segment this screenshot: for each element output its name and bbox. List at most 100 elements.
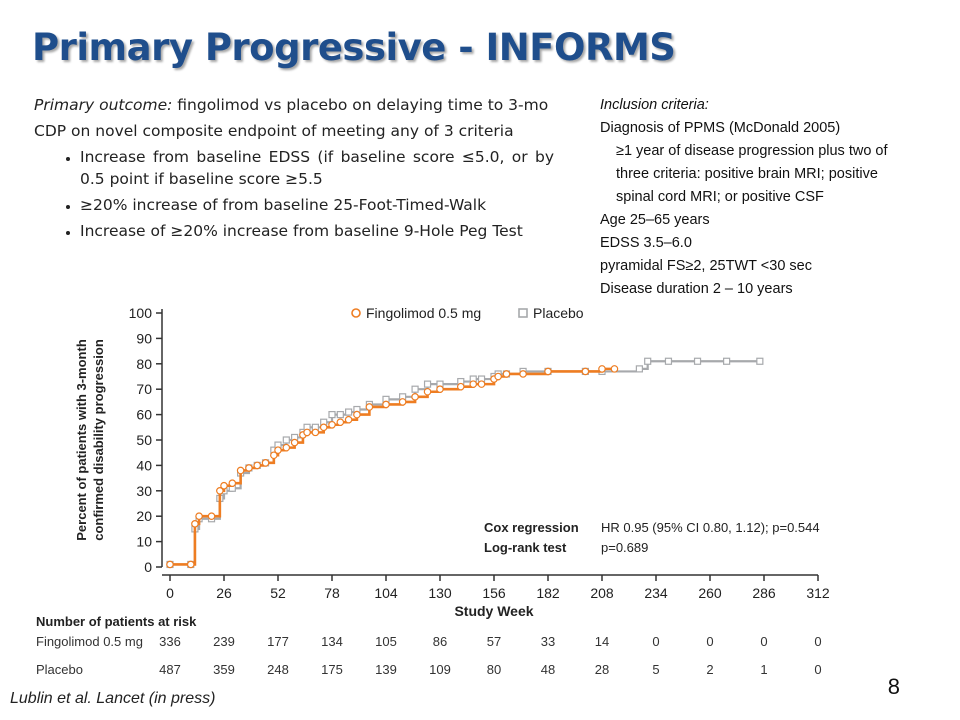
risk-cell: 336 bbox=[159, 634, 181, 649]
y-tick-label: 30 bbox=[136, 483, 152, 499]
risk-cell: 57 bbox=[487, 634, 501, 649]
placebo-censor-marker bbox=[635, 365, 643, 373]
y-axis-title-line: confirmed disability progression bbox=[91, 339, 106, 541]
x-tick-label: 260 bbox=[698, 585, 722, 601]
y-tick-label: 0 bbox=[144, 559, 152, 575]
fingolimod-censor-marker bbox=[228, 479, 237, 487]
inclusion-line: ≥1 year of disease progression plus two … bbox=[616, 143, 888, 159]
primary-outcome-text: Primary outcome: fingolimod vs placebo o… bbox=[34, 92, 554, 246]
fingolimod-censor-marker bbox=[610, 365, 619, 373]
risk-cell: 105 bbox=[375, 634, 397, 649]
fingolimod-censor-marker bbox=[303, 428, 311, 437]
placebo-censor-marker bbox=[756, 357, 764, 365]
x-tick-label: 52 bbox=[270, 585, 286, 601]
annotation-value: HR 0.95 (95% CI 0.80, 1.12); p=0.544 bbox=[601, 520, 820, 535]
fingolimod-censor-marker bbox=[207, 512, 216, 521]
placebo-censor-marker bbox=[336, 410, 344, 419]
inclusion-line: Diagnosis of PPMS (McDonald 2005) bbox=[600, 120, 841, 136]
fingolimod-censor-marker bbox=[220, 481, 228, 490]
y-tick-label: 80 bbox=[136, 356, 152, 372]
primary-outcome-label: Primary outcome: bbox=[34, 96, 173, 114]
inclusion-line: three criteria: positive brain MRI; posi… bbox=[616, 166, 878, 182]
legend-fingolimod-label: Fingolimod 0.5 mg bbox=[366, 305, 481, 321]
x-tick-label: 156 bbox=[482, 585, 506, 601]
criteria-list: Increase from baseline EDSS (if baseline… bbox=[34, 146, 554, 242]
annotation-label: Log-rank test bbox=[484, 540, 567, 555]
y-tick-label: 20 bbox=[136, 508, 152, 524]
risk-cell: 139 bbox=[375, 662, 397, 677]
x-tick-label: 312 bbox=[806, 585, 830, 601]
fingolimod-censor-marker bbox=[598, 365, 606, 373]
risk-cell: 134 bbox=[321, 634, 343, 649]
criteria-item-edss: Increase from baseline EDSS (if baseline… bbox=[80, 146, 554, 190]
legend-fingolimod-marker bbox=[351, 308, 361, 318]
risk-cell: 86 bbox=[433, 634, 447, 649]
placebo-censor-marker bbox=[664, 357, 673, 365]
y-tick-label: 50 bbox=[136, 432, 152, 448]
x-axis-title: Study Week bbox=[454, 603, 533, 619]
fingolimod-censor-marker bbox=[311, 428, 320, 437]
legend-placebo-label: Placebo bbox=[533, 305, 584, 321]
fingolimod-censor-marker bbox=[290, 438, 299, 447]
fingolimod-censor-marker bbox=[519, 370, 527, 378]
risk-cell: 2 bbox=[706, 662, 713, 677]
risk-cell: 33 bbox=[541, 634, 555, 649]
fingolimod-censor-marker bbox=[581, 367, 590, 376]
fingolimod-censor-marker bbox=[282, 443, 291, 452]
risk-row-label: Fingolimod 0.5 mg bbox=[36, 634, 143, 649]
x-tick-label: 234 bbox=[644, 585, 668, 601]
risk-cell: 109 bbox=[429, 662, 451, 677]
inclusion-line: spinal cord MRI; or positive CSF bbox=[616, 189, 824, 205]
placebo-censor-marker bbox=[282, 436, 290, 444]
fingolimod-censor-marker bbox=[436, 385, 444, 394]
inclusion-line: Disease duration 2 – 10 years bbox=[600, 281, 793, 297]
y-tick-label: 40 bbox=[136, 457, 152, 473]
fingolimod-censor-marker bbox=[236, 466, 245, 475]
fingolimod-censor-marker bbox=[502, 370, 511, 378]
inclusion-heading: Inclusion criteria: bbox=[600, 97, 709, 113]
fingolimod-censor-marker bbox=[270, 451, 278, 460]
primary-outcome-description: fingolimod vs placebo on delaying time t… bbox=[34, 96, 549, 140]
fingolimod-censor-marker bbox=[344, 415, 353, 424]
risk-cell: 0 bbox=[706, 634, 713, 649]
fingolimod-censor-marker bbox=[195, 512, 203, 521]
y-tick-label: 60 bbox=[136, 407, 152, 423]
risk-table-title: Number of patients at risk bbox=[36, 614, 197, 629]
fingolimod-censor-marker bbox=[544, 367, 552, 376]
risk-cell: 48 bbox=[541, 662, 555, 677]
fingolimod-censor-marker bbox=[319, 423, 328, 432]
fingolimod-censor-marker bbox=[274, 446, 282, 454]
risk-cell: 14 bbox=[595, 634, 609, 649]
fingolimod-censor-marker bbox=[477, 380, 486, 388]
fingolimod-censor-marker bbox=[423, 387, 432, 396]
fingolimod-censor-marker bbox=[253, 461, 262, 470]
risk-cell: 248 bbox=[267, 662, 289, 677]
risk-cell: 0 bbox=[760, 634, 767, 649]
x-tick-label: 78 bbox=[324, 585, 340, 601]
placebo-censor-marker bbox=[345, 408, 353, 416]
fingolimod-censor-marker bbox=[245, 464, 253, 472]
x-tick-label: 130 bbox=[428, 585, 452, 601]
placebo-censor-marker bbox=[328, 410, 336, 419]
fingolimod-censor-marker bbox=[191, 520, 199, 528]
y-axis-title: Percent of patients with 3-month confirme… bbox=[74, 339, 106, 541]
annotation-value: p=0.689 bbox=[601, 540, 648, 555]
y-tick-label: 10 bbox=[136, 534, 152, 550]
risk-cell: 0 bbox=[652, 634, 659, 649]
fingolimod-censor-marker bbox=[216, 487, 224, 495]
fingolimod-censor-marker bbox=[166, 560, 174, 569]
x-tick-label: 208 bbox=[590, 585, 614, 601]
x-tick-label: 182 bbox=[536, 585, 560, 601]
risk-cell: 359 bbox=[213, 662, 235, 677]
y-tick-label: 90 bbox=[136, 330, 152, 346]
fingolimod-censor-marker bbox=[336, 418, 345, 427]
inclusion-line: Age 25–65 years bbox=[600, 212, 710, 228]
page-number: 8 bbox=[887, 674, 900, 699]
fingolimod-censor-marker bbox=[494, 372, 502, 381]
x-tick-label: 26 bbox=[216, 585, 232, 601]
fingolimod-censor-marker bbox=[186, 560, 195, 569]
risk-cell: 239 bbox=[213, 634, 235, 649]
criteria-item-peg: Increase of ≥20% increase from baseline … bbox=[80, 220, 554, 242]
inclusion-line: EDSS 3.5–6.0 bbox=[600, 235, 692, 251]
fingolimod-censor-marker bbox=[261, 459, 270, 467]
